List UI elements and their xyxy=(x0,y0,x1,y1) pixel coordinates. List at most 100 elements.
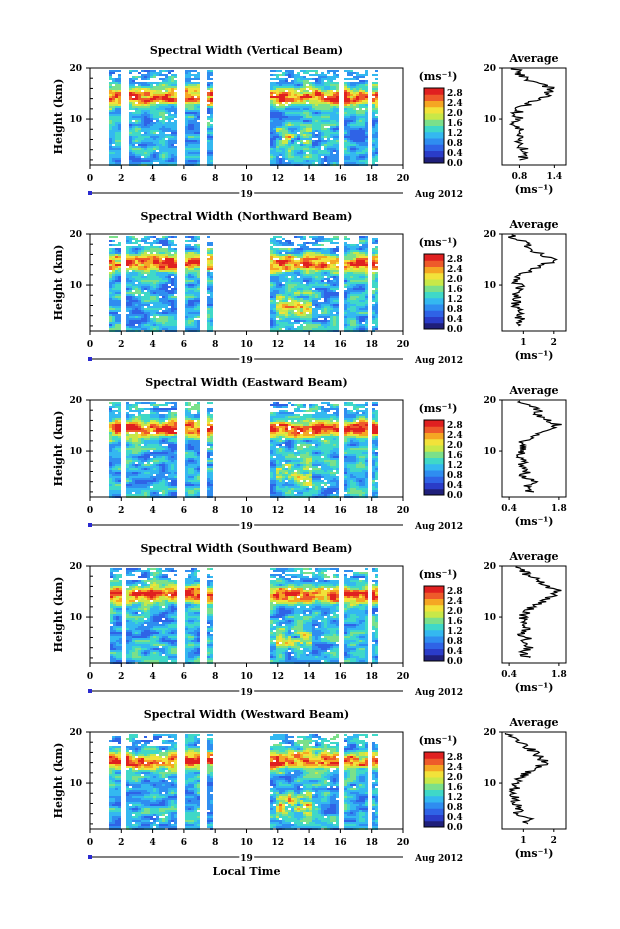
heatmap-cell xyxy=(210,144,213,146)
heatmap-cell xyxy=(156,82,159,84)
heatmap-cell xyxy=(273,316,276,318)
heatmap-cell xyxy=(300,116,303,118)
heatmap-cell xyxy=(112,290,115,292)
heatmap-cell xyxy=(297,280,300,282)
heatmap-cell xyxy=(303,96,306,98)
heatmap-cell xyxy=(197,122,200,124)
heatmap-cell xyxy=(162,94,165,96)
heatmap-cell xyxy=(353,114,356,116)
heatmap-cell xyxy=(336,298,339,300)
heatmap-cell xyxy=(197,298,200,300)
heatmap-cell xyxy=(306,122,309,124)
heatmap-cell xyxy=(273,260,276,262)
heatmap-cell xyxy=(359,116,362,118)
heatmap-cell xyxy=(112,328,115,330)
heatmap-cell xyxy=(159,328,162,330)
heatmap-cell xyxy=(159,280,162,282)
heatmap-cell xyxy=(359,120,362,122)
heatmap-cell xyxy=(115,140,118,142)
heatmap-cell xyxy=(282,120,285,122)
heatmap-cell xyxy=(359,126,362,128)
heatmap-cell xyxy=(191,156,194,158)
heatmap-cell xyxy=(141,282,144,284)
heatmap-cell xyxy=(276,268,279,270)
heatmap-cell xyxy=(303,260,306,262)
heatmap-cell xyxy=(300,292,303,294)
heatmap-cell xyxy=(153,148,156,150)
heatmap-cell xyxy=(171,250,174,252)
heatmap-cell xyxy=(150,328,153,330)
heatmap-cell xyxy=(300,126,303,128)
heatmap-cell xyxy=(153,294,156,296)
heatmap-cell xyxy=(306,294,309,296)
heatmap-cell xyxy=(197,276,200,278)
heatmap-cell xyxy=(138,246,141,248)
heatmap-cell xyxy=(282,256,285,258)
heatmap-cell xyxy=(191,314,194,316)
heatmap-cell xyxy=(321,250,324,252)
heatmap-cell xyxy=(288,70,291,72)
heatmap-cell xyxy=(112,278,115,280)
heatmap-cell xyxy=(297,250,300,252)
heatmap-cell xyxy=(279,112,282,114)
heatmap-cell xyxy=(279,120,282,122)
heatmap-cell xyxy=(330,104,333,106)
heatmap-cell xyxy=(168,324,171,326)
heatmap-cell xyxy=(135,76,138,78)
heatmap-cell xyxy=(327,240,330,242)
average-profile-line xyxy=(508,68,555,161)
heatmap-cell xyxy=(303,130,306,132)
heatmap-cell xyxy=(276,286,279,288)
heatmap-cell xyxy=(129,162,132,164)
heatmap-cell xyxy=(309,276,312,278)
heatmap-cell xyxy=(297,318,300,320)
heatmap-cell xyxy=(294,314,297,316)
heatmap-cell xyxy=(156,274,159,276)
heatmap-cell xyxy=(185,280,188,282)
heatmap-cell xyxy=(344,134,347,136)
heatmap-cell xyxy=(273,132,276,134)
heatmap-cell xyxy=(270,320,273,322)
heatmap-cell xyxy=(138,252,141,254)
heatmap-cell xyxy=(288,286,291,288)
heatmap-cell xyxy=(324,158,327,160)
heatmap-cell xyxy=(303,90,306,92)
heatmap-cell xyxy=(194,290,197,292)
heatmap-cell xyxy=(288,104,291,106)
heatmap-cell xyxy=(147,102,150,104)
heatmap-cell xyxy=(109,102,112,104)
heatmap-cell xyxy=(168,160,171,162)
heatmap-cell xyxy=(129,72,132,74)
heatmap-cell xyxy=(162,142,165,144)
heatmap-cell xyxy=(135,306,138,308)
heatmap-cell xyxy=(207,78,210,80)
heatmap-cell xyxy=(194,324,197,326)
heatmap-cell xyxy=(147,264,150,266)
heatmap-cell xyxy=(350,142,353,144)
heatmap-cell xyxy=(303,310,306,312)
heatmap-cell xyxy=(353,118,356,120)
heatmap-cell xyxy=(191,110,194,112)
heatmap-cell xyxy=(353,98,356,100)
heatmap-cell xyxy=(174,122,177,124)
heatmap-cell xyxy=(185,118,188,120)
heatmap-cell xyxy=(191,70,194,72)
heatmap-cell xyxy=(365,122,368,124)
heatmap-cell xyxy=(309,128,312,130)
heatmap-cell xyxy=(144,116,147,118)
heatmap-cell xyxy=(285,82,288,84)
heatmap-cell xyxy=(279,270,282,272)
heatmap-cell xyxy=(150,290,153,292)
heatmap-cell xyxy=(191,326,194,328)
heatmap-cell xyxy=(365,136,368,138)
heatmap-cell xyxy=(315,112,318,114)
heatmap-cell xyxy=(150,272,153,274)
heatmap-cell xyxy=(270,134,273,136)
heatmap-cell xyxy=(141,78,144,80)
heatmap-cell xyxy=(321,308,324,310)
heatmap-cell xyxy=(303,126,306,128)
heatmap-cell xyxy=(141,74,144,76)
heatmap-cell xyxy=(159,162,162,164)
heatmap-cell xyxy=(359,162,362,164)
heatmap-cell xyxy=(312,236,315,238)
